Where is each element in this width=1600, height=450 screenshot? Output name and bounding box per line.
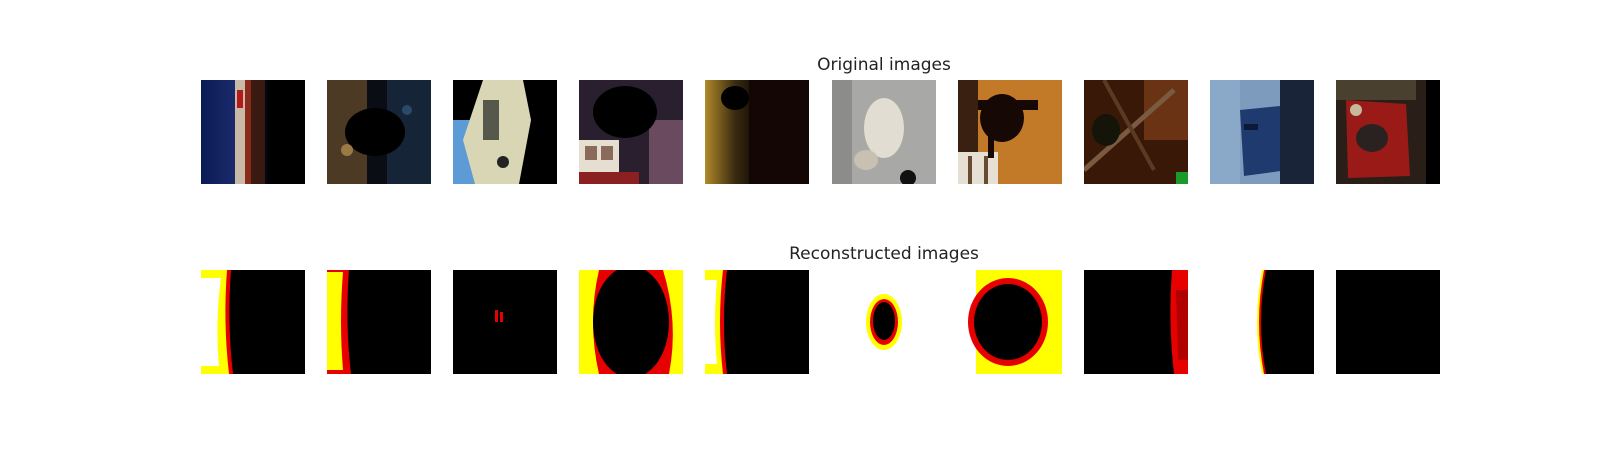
original-images-title: Original images <box>817 55 951 75</box>
original-image-8 <box>1084 80 1188 184</box>
original-image-1 <box>201 80 305 184</box>
original-image-6 <box>832 80 936 184</box>
reconstructed-image-5 <box>705 270 809 374</box>
reconstructed-image-3 <box>453 270 557 374</box>
original-image-7 <box>958 80 1062 184</box>
reconstructed-image-8 <box>1084 270 1188 374</box>
reconstructed-image-1 <box>201 270 305 374</box>
original-image-9 <box>1210 80 1314 184</box>
original-image-10 <box>1336 80 1440 184</box>
original-image-3 <box>453 80 557 184</box>
original-image-5 <box>705 80 809 184</box>
reconstructed-image-10 <box>1336 270 1440 374</box>
original-image-4 <box>579 80 683 184</box>
reconstructed-image-6 <box>832 270 936 374</box>
reconstructed-image-4 <box>579 270 683 374</box>
reconstructed-image-2 <box>327 270 431 374</box>
reconstructed-image-9 <box>1210 270 1314 374</box>
reconstructed-image-7 <box>958 270 1062 374</box>
original-image-2 <box>327 80 431 184</box>
reconstructed-images-title: Reconstructed images <box>789 244 979 264</box>
